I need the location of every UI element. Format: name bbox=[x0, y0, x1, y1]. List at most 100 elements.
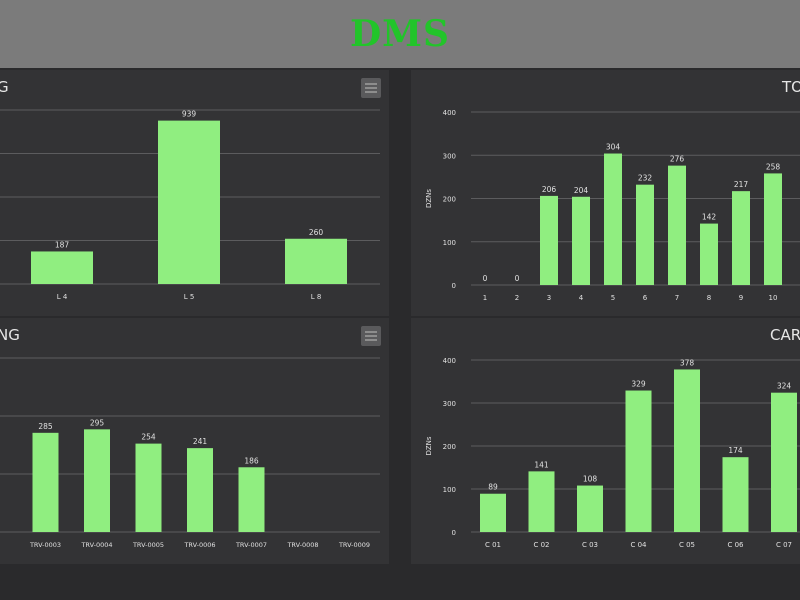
y-tick-label: 400 bbox=[443, 357, 456, 365]
data-label: 89 bbox=[488, 483, 498, 492]
y-tick-label: 200 bbox=[443, 443, 456, 451]
x-tick-label: 1 bbox=[483, 294, 487, 302]
x-tick-label: TRV-0005 bbox=[132, 541, 164, 549]
bar bbox=[480, 493, 506, 532]
bar bbox=[31, 251, 93, 284]
x-tick-label: C 02 bbox=[533, 541, 549, 549]
x-tick-label: 8 bbox=[707, 294, 711, 302]
bar bbox=[625, 390, 652, 532]
panel-title: G bbox=[0, 78, 9, 96]
x-tick-label: 2 bbox=[515, 294, 519, 302]
x-tick-label: TRV-0006 bbox=[183, 541, 215, 549]
x-tick-label: C 03 bbox=[582, 541, 598, 549]
data-label: 206 bbox=[542, 185, 557, 194]
data-label: 142 bbox=[702, 213, 717, 222]
bar bbox=[732, 191, 750, 285]
bar bbox=[238, 467, 265, 532]
data-label: 258 bbox=[766, 162, 781, 171]
data-label: 232 bbox=[638, 174, 653, 183]
y-tick-label: 0 bbox=[452, 529, 456, 537]
x-tick-label: 7 bbox=[675, 294, 679, 302]
chart-panel-lines: G 187 L 4 939 L 5 260 L 8 bbox=[0, 70, 389, 316]
x-tick-label: C 04 bbox=[630, 541, 647, 549]
x-tick-label: C 07 bbox=[776, 541, 792, 549]
bar bbox=[158, 120, 220, 284]
data-label: 241 bbox=[193, 437, 208, 446]
x-tick-label: 9 bbox=[739, 294, 743, 302]
data-label: 276 bbox=[670, 155, 685, 164]
y-tick-label: 300 bbox=[443, 152, 456, 160]
bar bbox=[700, 223, 718, 285]
bar bbox=[764, 173, 782, 285]
x-tick-label: TRV-0004 bbox=[80, 541, 112, 549]
x-tick-label: L 5 bbox=[184, 293, 195, 301]
data-label: 329 bbox=[631, 380, 646, 389]
y-axis-title: DZNs bbox=[425, 189, 433, 208]
hamburger-menu-icon[interactable] bbox=[361, 326, 381, 346]
chart-panel-trv: NG 002285TRV-0003295TRV-0004254TRV-00052… bbox=[0, 318, 389, 564]
data-label: 217 bbox=[734, 180, 749, 189]
data-label: 260 bbox=[309, 228, 324, 237]
bar bbox=[572, 196, 590, 285]
bar bbox=[187, 448, 213, 532]
bar bbox=[771, 392, 797, 532]
data-label: 186 bbox=[244, 456, 259, 465]
bar bbox=[528, 471, 555, 532]
bar bbox=[32, 432, 59, 532]
data-label: 174 bbox=[728, 446, 743, 455]
data-label: 295 bbox=[90, 418, 105, 427]
bar bbox=[84, 429, 110, 532]
x-tick-label: C 01 bbox=[485, 541, 501, 549]
data-label: 108 bbox=[583, 475, 598, 484]
data-label: 204 bbox=[574, 186, 589, 195]
x-tick-label: L 8 bbox=[311, 293, 322, 301]
x-tick-label: 6 bbox=[643, 294, 648, 302]
app-header: DMS bbox=[0, 0, 800, 68]
y-tick-label: 100 bbox=[443, 486, 456, 494]
bar bbox=[604, 153, 622, 285]
bar-chart-trv: 002285TRV-0003295TRV-0004254TRV-0005241T… bbox=[0, 357, 380, 549]
y-tick-label: 400 bbox=[443, 109, 456, 117]
chart-panel-totals: TO 0 100 200 300 400 DZNs 0 1 0 2 206 3 204 4 304 5 232 6… bbox=[411, 70, 800, 316]
x-tick-label: 3 bbox=[547, 294, 551, 302]
x-tick-label: 4 bbox=[579, 294, 584, 302]
bar-chart-cartons: 0 100 200 300 400 DZNs 89 C 01 141 C 02 108 C 03 329… bbox=[425, 357, 800, 549]
x-tick-label: TRV-0009 bbox=[338, 541, 370, 549]
y-tick-label: 100 bbox=[443, 239, 456, 247]
data-label: 254 bbox=[141, 433, 156, 442]
x-tick-label: TRV-0003 bbox=[29, 541, 61, 549]
bar bbox=[722, 457, 749, 532]
bar-chart-totals: 0100200300400DZNs01022063204430452326276… bbox=[425, 109, 800, 302]
bar bbox=[285, 238, 347, 284]
app-title: DMS bbox=[349, 13, 451, 55]
x-tick-label: 5 bbox=[611, 294, 615, 302]
data-label: 0 bbox=[515, 274, 520, 283]
bar-chart-lines: 187 L 4 939 L 5 260 L 8 bbox=[0, 109, 380, 301]
x-tick-label: TRV-0008 bbox=[286, 541, 318, 549]
x-tick-label: TRV-0007 bbox=[235, 541, 267, 549]
panel-title: CAR bbox=[770, 326, 800, 344]
bar bbox=[674, 369, 700, 532]
panel-title: TO bbox=[782, 78, 800, 96]
x-tick-label: C 05 bbox=[679, 541, 695, 549]
data-label: 378 bbox=[680, 358, 695, 367]
x-tick-label: L 4 bbox=[57, 293, 68, 301]
bar bbox=[668, 165, 686, 285]
data-label: 304 bbox=[606, 143, 621, 152]
data-label: 939 bbox=[182, 110, 197, 119]
hamburger-menu-icon[interactable] bbox=[361, 78, 381, 98]
bar bbox=[540, 195, 558, 285]
y-tick-label: 200 bbox=[443, 196, 456, 204]
x-tick-label: 10 bbox=[769, 294, 778, 302]
y-tick-label: 300 bbox=[443, 400, 456, 408]
panel-title: NG bbox=[0, 326, 20, 344]
data-label: 187 bbox=[55, 240, 70, 249]
y-axis-title: DZNs bbox=[425, 436, 433, 455]
bar bbox=[636, 184, 654, 285]
y-tick-label: 0 bbox=[452, 282, 456, 290]
data-label: 141 bbox=[534, 460, 549, 469]
data-label: 285 bbox=[38, 422, 53, 431]
x-tick-label: C 06 bbox=[727, 541, 744, 549]
data-label: 324 bbox=[777, 382, 792, 391]
data-label: 0 bbox=[483, 274, 488, 283]
